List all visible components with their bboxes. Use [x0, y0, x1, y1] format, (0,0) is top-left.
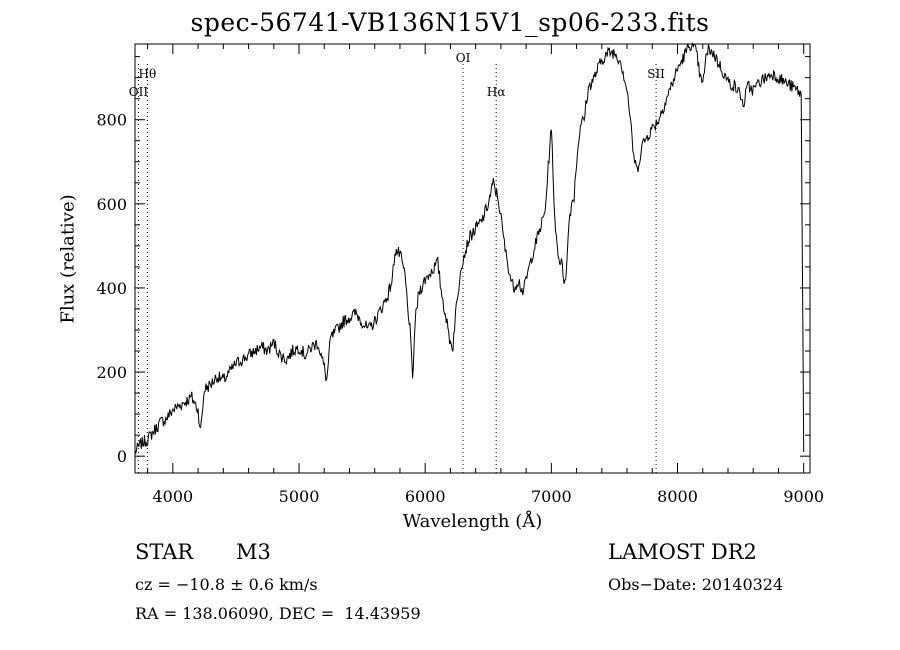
redshift-velocity-text: cz = −10.8 ± 0.6 km/s	[135, 575, 318, 594]
chart-title: spec-56741-VB136N15V1_sp06-233.fits	[190, 8, 710, 37]
data-release-label: LAMOST DR2	[608, 540, 757, 564]
line-marker-label: OI	[456, 51, 471, 65]
axis-ticks	[135, 44, 810, 473]
spectrum-series	[134, 42, 805, 454]
y-axis-label: Flux (relative)	[57, 194, 79, 324]
observation-date-text: Obs−Date: 20140324	[608, 575, 784, 594]
object-type-label: STAR	[135, 540, 194, 564]
object-class-label: M3	[236, 540, 271, 564]
x-tick-label: 8000	[657, 487, 698, 506]
spectrum-line	[134, 42, 805, 454]
axis-tick-labels: 4000 5000 6000 7000 8000 9000 0 200 400 600 800	[96, 111, 824, 506]
emission-line-markers: Hθ OII OI Hα SII	[129, 51, 665, 473]
line-marker-label: SII	[647, 67, 665, 81]
coordinates-text: RA = 138.06090, DEC = 14.43959	[135, 604, 421, 623]
line-marker-label: Hα	[487, 85, 506, 99]
x-axis-label: Wavelength (Å)	[402, 511, 543, 532]
x-tick-label: 4000	[152, 487, 193, 506]
y-tick-label: 0	[117, 447, 127, 466]
y-tick-label: 600	[96, 195, 127, 214]
x-tick-label: 7000	[531, 487, 572, 506]
x-tick-label: 5000	[279, 487, 320, 506]
y-tick-label: 200	[96, 363, 127, 382]
x-tick-label: 9000	[783, 487, 824, 506]
y-tick-label: 400	[96, 279, 127, 298]
line-marker-label: Hθ	[139, 67, 157, 81]
plot-frame	[134, 43, 811, 474]
x-tick-label: 6000	[405, 487, 446, 506]
y-tick-label: 800	[96, 111, 127, 130]
line-marker-label: OII	[129, 85, 149, 99]
